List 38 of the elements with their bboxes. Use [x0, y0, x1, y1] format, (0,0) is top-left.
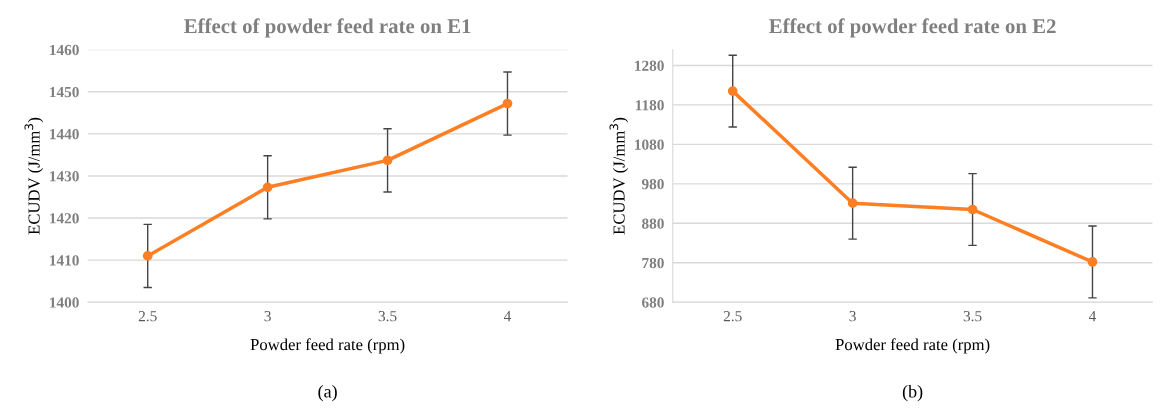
chart-title: Effect of powder feed rate on E2	[769, 18, 1056, 38]
x-tick-label: 3	[264, 311, 271, 322]
x-tick-label: 2.5	[723, 311, 742, 322]
x-axis-title: Powder feed rate (rpm)	[250, 338, 405, 354]
y-axis-title: ECUDV (J/mm$^{3}$)	[24, 117, 44, 235]
x-tick-label: 2.5	[138, 311, 157, 322]
y-tick-label: 1450	[50, 86, 79, 98]
y-tick-label: 880	[642, 218, 664, 229]
y-tick-label: 1420	[50, 213, 79, 224]
y-axis-title: ECUDV (J/mm$^{3}$)	[609, 117, 629, 235]
y-tick-label: 980	[641, 178, 664, 190]
point	[1087, 257, 1098, 267]
y-tick-label: 1080	[635, 139, 664, 150]
y-tick-label: 1410	[50, 255, 79, 266]
point	[727, 86, 738, 96]
y-tick-label: 1460	[50, 44, 79, 56]
x-tick-label: 3	[849, 311, 856, 322]
y-tick-label: 1430	[50, 171, 79, 182]
point	[382, 155, 393, 166]
y-tick-label: 1280	[635, 60, 664, 71]
x-tick-label: 3.5	[378, 311, 397, 322]
y-tick-label: 1440	[50, 129, 79, 140]
y-tick-label: 1400	[50, 297, 79, 308]
point	[142, 251, 153, 261]
chart-title: Effect of powder feed rate on E1	[184, 18, 471, 38]
point	[262, 182, 273, 193]
y-tick-label: 1180	[635, 100, 664, 111]
point	[502, 98, 513, 109]
x-tick-label: 4	[503, 311, 512, 322]
text: (b)	[902, 384, 923, 402]
y-tick-label: 780	[642, 257, 664, 269]
x-axis-title: Powder feed rate (rpm)	[835, 338, 990, 354]
point	[847, 198, 858, 209]
x-tick-label: 3.5	[963, 311, 982, 322]
x-tick-label: 4	[1088, 311, 1097, 322]
text: (a)	[318, 384, 337, 402]
y-tick-label: 680	[642, 297, 664, 308]
point	[967, 204, 978, 215]
